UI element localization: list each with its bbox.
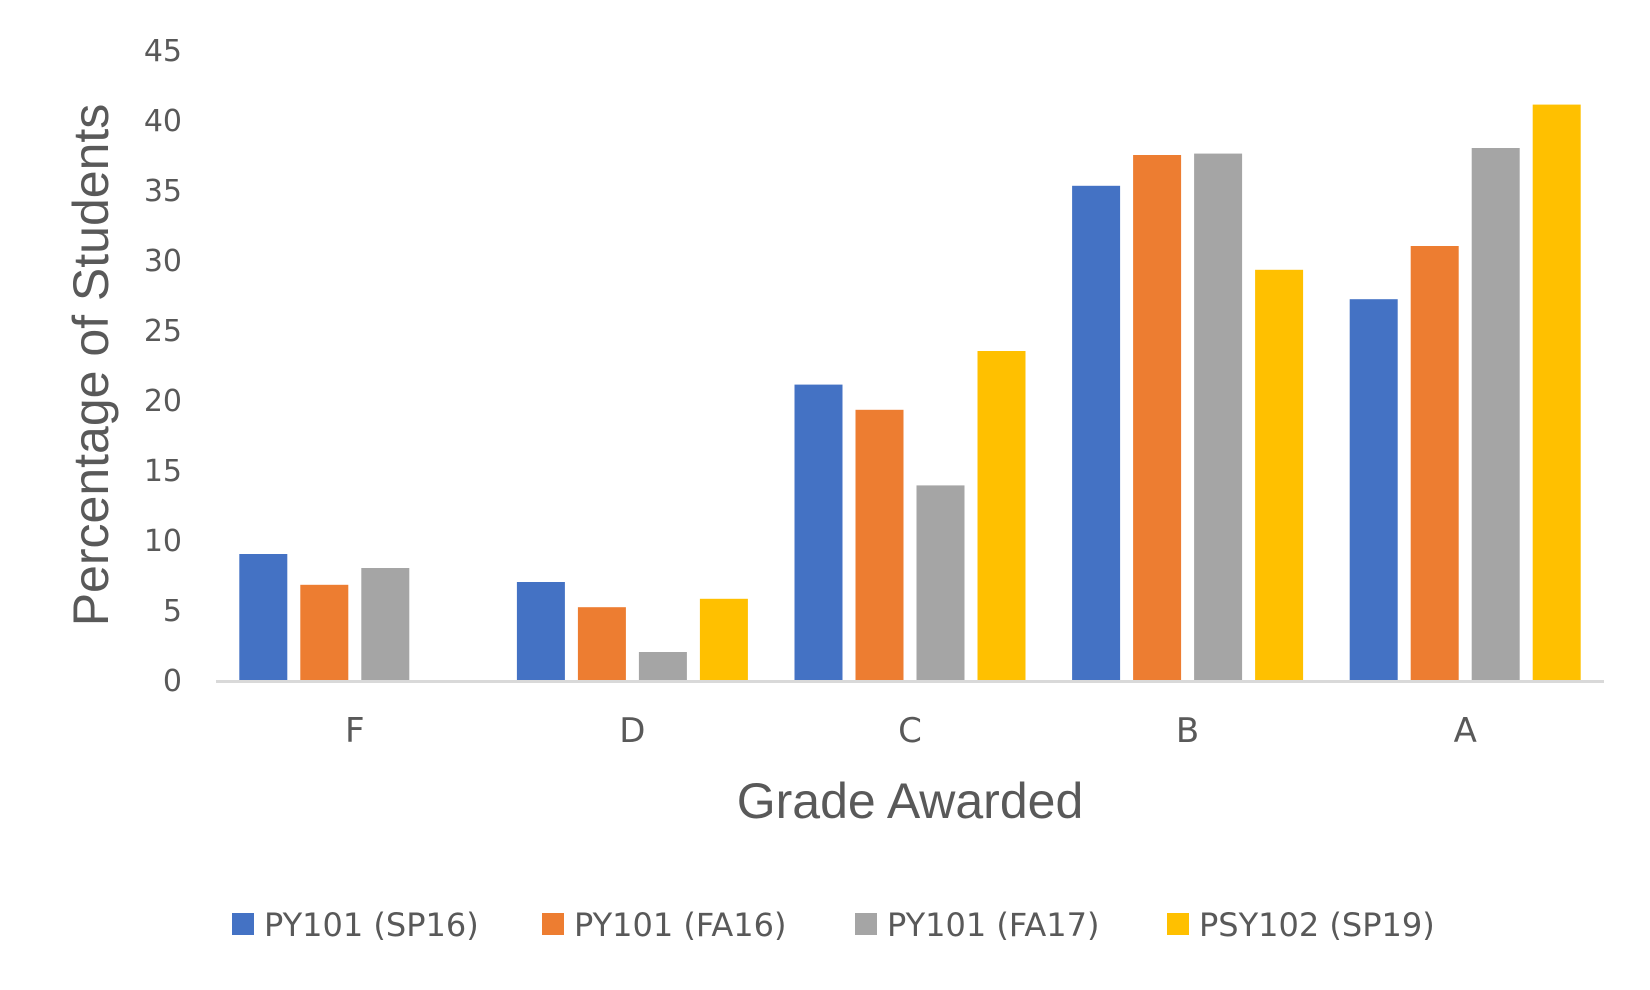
legend-swatch xyxy=(232,913,254,935)
legend-label: PY101 (FA16) xyxy=(574,906,786,944)
x-tick-label: C xyxy=(898,711,922,751)
bar-C-3 xyxy=(977,351,1026,680)
bar-A-2 xyxy=(1471,148,1520,680)
x-tick-label: A xyxy=(1454,711,1477,751)
legend-item: PY101 (FA16) xyxy=(542,906,786,944)
bar-F-1 xyxy=(300,584,349,680)
y-tick-label: 45 xyxy=(144,34,182,69)
legend-label: PY101 (SP16) xyxy=(264,906,479,944)
legend-item: PY101 (FA17) xyxy=(855,906,1099,944)
legend-swatch xyxy=(542,913,564,935)
y-tick-label: 25 xyxy=(144,314,182,349)
legend-item: PY101 (SP16) xyxy=(232,906,479,944)
x-tick-label: F xyxy=(345,711,365,751)
bars xyxy=(239,104,1581,681)
y-tick-label: 20 xyxy=(144,384,182,419)
legend-swatch xyxy=(1167,913,1189,935)
bar-D-0 xyxy=(516,582,565,680)
legend: PY101 (SP16) PY101 (FA16) PY101 (FA17) PSY1… xyxy=(232,906,1435,944)
y-tick-labels: 0 5 10 15 20 25 30 35 40 45 xyxy=(144,34,182,699)
bar-D-3 xyxy=(699,598,748,680)
bar-F-0 xyxy=(239,554,288,680)
y-tick-label: 15 xyxy=(144,454,182,489)
bar-C-1 xyxy=(855,409,904,680)
bar-C-0 xyxy=(794,384,843,680)
bar-B-3 xyxy=(1255,269,1304,680)
bar-D-1 xyxy=(577,607,626,680)
x-tick-label: B xyxy=(1176,711,1199,751)
x-tick-label: D xyxy=(619,711,645,751)
bar-D-2 xyxy=(638,652,687,680)
y-tick-label: 40 xyxy=(144,104,182,139)
bar-A-1 xyxy=(1410,246,1459,680)
x-axis-title: Grade Awarded xyxy=(737,773,1084,829)
y-tick-label: 35 xyxy=(144,174,182,209)
bar-B-2 xyxy=(1194,153,1243,681)
y-axis-title: Percentage of Students xyxy=(63,104,119,627)
legend-label: PSY102 (SP19) xyxy=(1199,906,1435,944)
y-tick-label: 30 xyxy=(144,244,182,279)
legend-label: PY101 (FA17) xyxy=(887,906,1099,944)
bar-F-2 xyxy=(361,568,410,680)
legend-swatch xyxy=(855,913,877,935)
bar-B-0 xyxy=(1072,185,1121,681)
y-tick-label: 5 xyxy=(163,594,182,629)
bar-B-1 xyxy=(1133,155,1182,680)
bar-A-0 xyxy=(1349,299,1398,680)
y-tick-label: 10 xyxy=(144,524,182,559)
bar-C-2 xyxy=(916,485,965,680)
y-tick-label: 0 xyxy=(163,664,182,699)
legend-item: PSY102 (SP19) xyxy=(1167,906,1435,944)
bar-A-3 xyxy=(1532,104,1581,681)
